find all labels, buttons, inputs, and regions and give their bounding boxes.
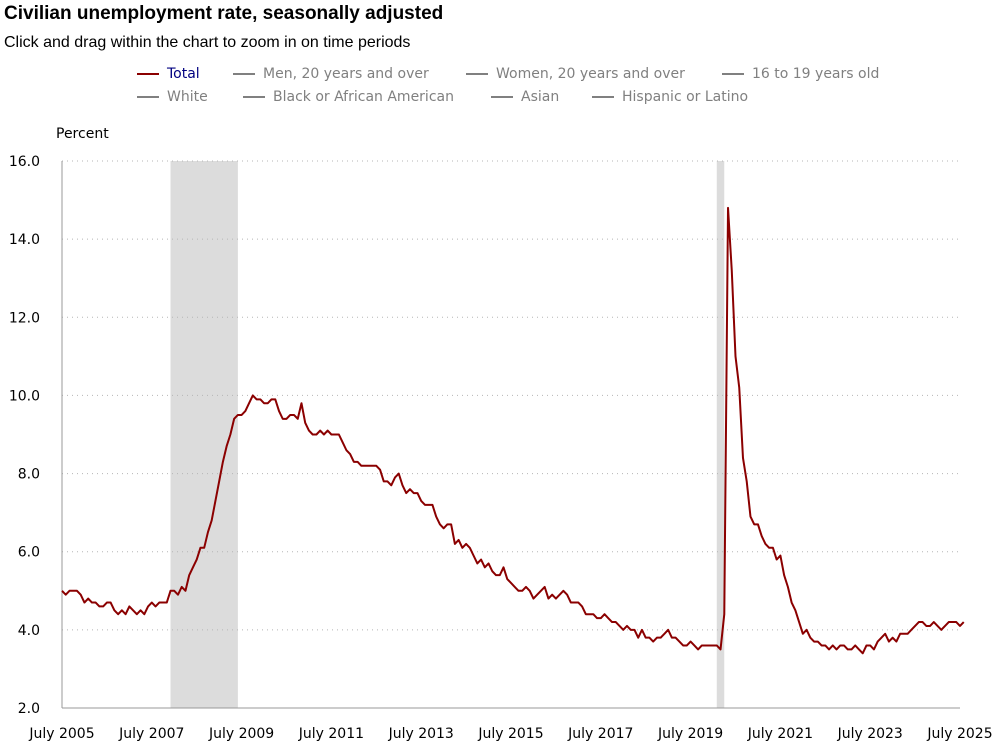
x-tick-label: July 2013 (388, 726, 454, 742)
legend-label-total: Total (167, 66, 200, 82)
x-tick-label: July 2025 (926, 726, 992, 742)
legend-item-hispanic[interactable]: Hispanic or Latino (592, 89, 748, 105)
legend-item-16-to-19[interactable]: 16 to 19 years old (722, 66, 879, 82)
legend-swatch-hispanic (592, 96, 614, 98)
legend-item-white[interactable]: White (137, 89, 208, 105)
legend-label-women-20-and-over: Women, 20 years and over (496, 66, 685, 82)
legend-item-asian[interactable]: Asian (491, 89, 559, 105)
legend-label-hispanic: Hispanic or Latino (622, 89, 749, 105)
legend-label-white: White (167, 89, 208, 105)
y-axis-title: Percent (56, 126, 109, 142)
legend-swatch-asian (491, 96, 513, 98)
x-tick-label: July 2009 (208, 726, 274, 742)
y-tick-label: 16.0 (9, 154, 40, 170)
legend-row-2: White Black or African American Asian Hi… (0, 89, 999, 111)
y-tick-label: 4.0 (18, 623, 40, 639)
legend-label-asian: Asian (521, 89, 560, 105)
legend-row-1: Total Men, 20 years and over Women, 20 y… (0, 66, 999, 88)
legend-swatch-black (243, 96, 265, 98)
legend-item-black[interactable]: Black or African American (243, 89, 454, 105)
legend-swatch-total (137, 73, 159, 75)
legend-swatch-white (137, 96, 159, 98)
x-tick-label: July 2017 (567, 726, 633, 742)
legend-item-women-20-and-over[interactable]: Women, 20 years and over (466, 66, 685, 82)
x-tick-label: July 2011 (298, 726, 364, 742)
y-tick-label: 14.0 (9, 232, 40, 248)
y-tick-label: 12.0 (9, 310, 40, 326)
legend-label-black: Black or African American (273, 89, 454, 105)
x-tick-label: July 2023 (837, 726, 903, 742)
recession-band-2 (716, 161, 725, 708)
recession-band-1 (170, 161, 238, 708)
legend-item-total[interactable]: Total (137, 66, 200, 82)
y-tick-label: 10.0 (9, 388, 40, 404)
chart-subtitle: Click and drag within the chart to zoom … (4, 34, 411, 51)
y-tick-label: 8.0 (18, 467, 40, 483)
x-tick-label: July 2019 (657, 726, 723, 742)
x-tick-label: July 2005 (28, 726, 94, 742)
legend-item-men-20-and-over[interactable]: Men, 20 years and over (233, 66, 429, 82)
y-tick-label: 2.0 (18, 701, 40, 717)
series-line-total (61, 206, 965, 655)
x-tick-label: July 2007 (118, 726, 184, 742)
legend-swatch-16-to-19 (722, 73, 744, 75)
legend-swatch-men-20-and-over (233, 73, 255, 75)
x-tick-label: July 2015 (477, 726, 543, 742)
legend-label-16-to-19: 16 to 19 years old (752, 66, 880, 82)
x-tick-label: July 2021 (747, 726, 813, 742)
legend-label-men-20-and-over: Men, 20 years and over (263, 66, 429, 82)
legend-swatch-women-20-and-over (466, 73, 488, 75)
chart-title: Civilian unemployment rate, seasonally a… (4, 3, 444, 24)
y-tick-label: 6.0 (18, 545, 40, 561)
